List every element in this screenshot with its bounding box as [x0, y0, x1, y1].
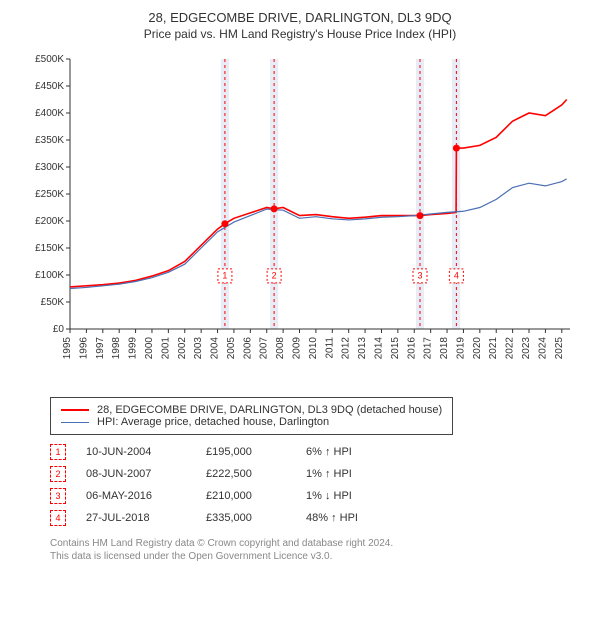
svg-text:2007: 2007: [259, 337, 270, 360]
svg-text:2017: 2017: [423, 337, 434, 360]
svg-text:1: 1: [222, 270, 227, 280]
svg-text:£250K: £250K: [35, 189, 64, 200]
svg-text:2006: 2006: [242, 337, 253, 360]
svg-text:2010: 2010: [308, 337, 319, 360]
footer-line: This data is licensed under the Open Gov…: [50, 550, 580, 563]
svg-text:1997: 1997: [95, 337, 106, 360]
svg-text:£100K: £100K: [35, 270, 64, 281]
sale-date: 10-JUN-2004: [86, 446, 186, 458]
svg-text:2014: 2014: [373, 337, 384, 360]
legend-item: HPI: Average price, detached house, Darl…: [61, 416, 442, 428]
sale-pct: 1% ↑ HPI: [306, 468, 396, 480]
sale-price: £210,000: [206, 490, 286, 502]
svg-text:2025: 2025: [554, 337, 565, 360]
svg-text:£150K: £150K: [35, 243, 64, 254]
svg-text:£500K: £500K: [35, 54, 64, 65]
sale-price: £195,000: [206, 446, 286, 458]
footer-note: Contains HM Land Registry data © Crown c…: [50, 537, 580, 563]
svg-text:2018: 2018: [439, 337, 450, 360]
sale-date: 08-JUN-2007: [86, 468, 186, 480]
svg-text:£200K: £200K: [35, 216, 64, 227]
price-chart: £0 £50K £100K £150K £200K £250K £300K £350K £400…: [20, 49, 580, 389]
sale-row: 3 06-MAY-2016 £210,000 1% ↓ HPI: [50, 485, 580, 507]
sale-marker-icon: 2: [50, 466, 66, 482]
svg-text:2023: 2023: [521, 337, 532, 360]
legend-label: HPI: Average price, detached house, Darl…: [97, 416, 329, 428]
sale-row: 2 08-JUN-2007 £222,500 1% ↑ HPI: [50, 463, 580, 485]
svg-text:£300K: £300K: [35, 162, 64, 173]
svg-text:2015: 2015: [390, 337, 401, 360]
svg-text:2019: 2019: [455, 337, 466, 360]
sale-marker-icon: 4: [50, 510, 66, 526]
svg-text:1995: 1995: [62, 337, 73, 360]
sale-pct: 48% ↑ HPI: [306, 512, 396, 524]
chart-subtitle: Price paid vs. HM Land Registry's House …: [10, 27, 590, 41]
chart-container: £0 £50K £100K £150K £200K £250K £300K £350K £400…: [20, 49, 580, 389]
footer-line: Contains HM Land Registry data © Crown c…: [50, 537, 580, 550]
legend-item: 28, EDGECOMBE DRIVE, DARLINGTON, DL3 9DQ…: [61, 404, 442, 416]
svg-text:2024: 2024: [537, 337, 548, 360]
sale-marker-icon: 1: [50, 444, 66, 460]
legend-label: 28, EDGECOMBE DRIVE, DARLINGTON, DL3 9DQ…: [97, 404, 442, 416]
chart-title: 28, EDGECOMBE DRIVE, DARLINGTON, DL3 9DQ: [10, 10, 590, 25]
svg-text:2: 2: [272, 270, 277, 280]
sale-row: 4 27-JUL-2018 £335,000 48% ↑ HPI: [50, 507, 580, 529]
sales-table: 1 10-JUN-2004 £195,000 6% ↑ HPI 2 08-JUN-2007…: [50, 441, 580, 529]
svg-text:2013: 2013: [357, 337, 368, 360]
svg-text:2022: 2022: [505, 337, 516, 360]
svg-text:£450K: £450K: [35, 81, 64, 92]
sale-pct: 1% ↓ HPI: [306, 490, 396, 502]
sale-price: £222,500: [206, 468, 286, 480]
svg-text:2009: 2009: [292, 337, 303, 360]
svg-text:2003: 2003: [193, 337, 204, 360]
svg-text:2008: 2008: [275, 337, 286, 360]
sale-marker-icon: 3: [50, 488, 66, 504]
svg-text:2001: 2001: [160, 337, 171, 360]
sale-price: £335,000: [206, 512, 286, 524]
legend-swatch: [61, 422, 89, 423]
sale-row: 1 10-JUN-2004 £195,000 6% ↑ HPI: [50, 441, 580, 463]
svg-text:1999: 1999: [128, 337, 139, 360]
svg-text:2002: 2002: [177, 337, 188, 360]
svg-text:£400K: £400K: [35, 108, 64, 119]
svg-text:1996: 1996: [78, 337, 89, 360]
svg-text:2004: 2004: [210, 337, 221, 360]
svg-text:£50K: £50K: [41, 297, 65, 308]
svg-text:2016: 2016: [406, 337, 417, 360]
svg-text:4: 4: [454, 270, 459, 280]
svg-text:2005: 2005: [226, 337, 237, 360]
svg-text:2020: 2020: [472, 337, 483, 360]
sale-date: 27-JUL-2018: [86, 512, 186, 524]
svg-text:2012: 2012: [341, 337, 352, 360]
sale-pct: 6% ↑ HPI: [306, 446, 396, 458]
svg-text:3: 3: [417, 270, 422, 280]
sale-date: 06-MAY-2016: [86, 490, 186, 502]
svg-text:1998: 1998: [111, 337, 122, 360]
svg-text:2021: 2021: [488, 337, 499, 360]
legend: 28, EDGECOMBE DRIVE, DARLINGTON, DL3 9DQ…: [50, 397, 453, 435]
legend-swatch: [61, 409, 89, 411]
svg-text:2000: 2000: [144, 337, 155, 360]
svg-text:£350K: £350K: [35, 135, 64, 146]
svg-text:2011: 2011: [324, 337, 335, 359]
svg-text:£0: £0: [53, 324, 65, 335]
